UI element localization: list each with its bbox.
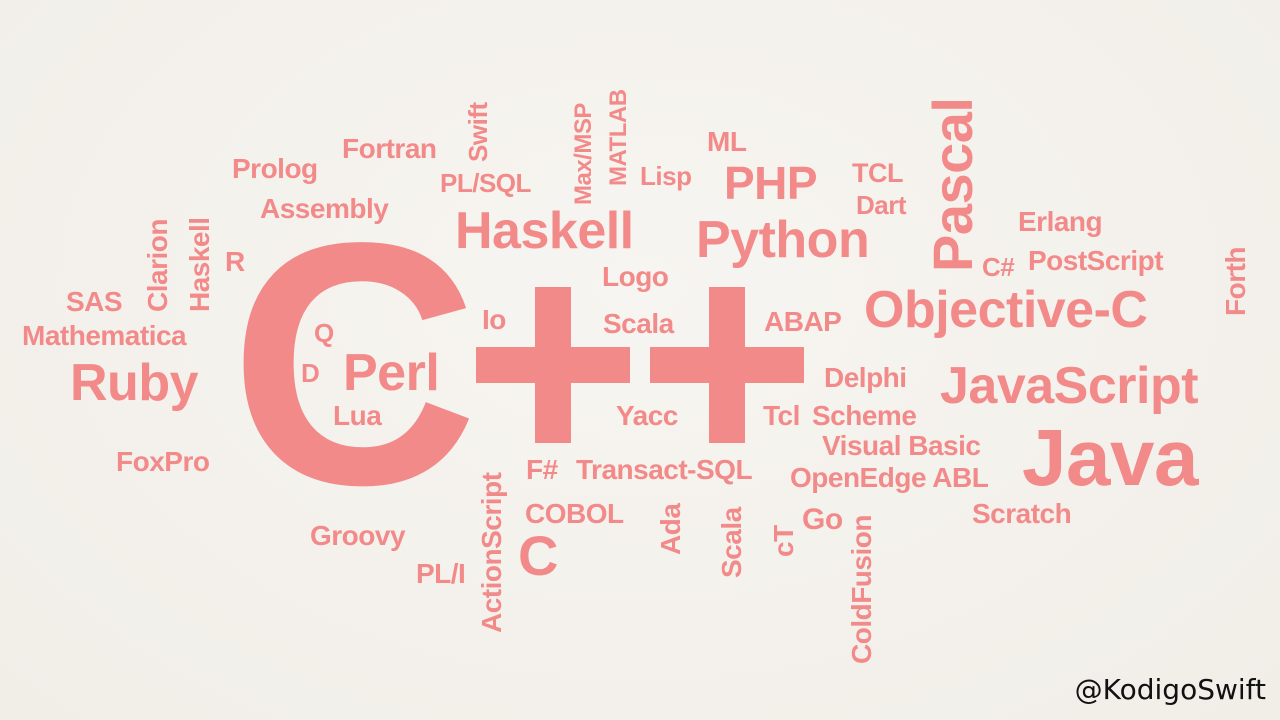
word-dart: Dart bbox=[856, 190, 907, 220]
word-scala-rotated: Scala bbox=[716, 507, 747, 578]
word-ml: ML bbox=[707, 126, 747, 157]
word-scratch: Scratch bbox=[972, 498, 1072, 529]
word-mathematica: Mathematica bbox=[22, 320, 187, 351]
word-tcl-lower: Tcl bbox=[763, 400, 800, 431]
word-transact-sql: Transact-SQL bbox=[576, 454, 753, 485]
word-javascript: JavaScript bbox=[940, 357, 1199, 415]
word-assembly: Assembly bbox=[260, 193, 389, 224]
word-delphi: Delphi bbox=[824, 362, 907, 393]
word-clarion: Clarion bbox=[142, 219, 173, 312]
word-ct: cT bbox=[768, 525, 799, 557]
cpp-plus-1-horizontal bbox=[476, 347, 630, 383]
word-foxpro: FoxPro bbox=[116, 446, 210, 477]
watermark-handle: @KodigoSwift bbox=[1074, 673, 1266, 706]
word-erlang: Erlang bbox=[1018, 206, 1103, 237]
word-perl: Perl bbox=[343, 344, 440, 402]
word-haskell-large: Haskell bbox=[455, 202, 634, 260]
word-java: Java bbox=[1022, 413, 1198, 502]
word-abap: ABAP bbox=[764, 306, 842, 337]
cpp-plus-2-horizontal bbox=[650, 347, 804, 383]
word-matlab: MATLAB bbox=[605, 89, 632, 186]
word-groovy: Groovy bbox=[310, 520, 406, 551]
word-io: Io bbox=[482, 304, 506, 335]
word-csharp: C# bbox=[982, 252, 1015, 282]
word-python: Python bbox=[696, 211, 870, 269]
word-cobol: COBOL bbox=[525, 498, 624, 529]
word-lua: Lua bbox=[333, 400, 382, 431]
word-q: Q bbox=[314, 318, 334, 348]
word-r: R bbox=[225, 246, 245, 277]
word-fsharp: F# bbox=[526, 454, 558, 485]
word-scala-middle: Scala bbox=[603, 308, 674, 339]
cpp-big-c-letter: C bbox=[229, 233, 474, 493]
word-fortran: Fortran bbox=[342, 133, 437, 164]
word-scheme: Scheme bbox=[812, 400, 917, 431]
word-visual-basic: Visual Basic bbox=[822, 430, 981, 461]
word-sas: SAS bbox=[66, 286, 123, 317]
word-pl-i: PL/I bbox=[416, 558, 466, 589]
word-prolog: Prolog bbox=[232, 153, 318, 184]
word-pascal: Pascal bbox=[921, 97, 984, 273]
word-openedge-abl: OpenEdge ABL bbox=[790, 462, 989, 493]
word-coldfusion: ColdFusion bbox=[846, 515, 877, 664]
word-tcl-upper: TCL bbox=[852, 158, 903, 188]
word-pl-sql: PL/SQL bbox=[440, 168, 531, 198]
word-postscript: PostScript bbox=[1028, 245, 1164, 276]
word-objective-c: Objective-C bbox=[864, 281, 1148, 339]
word-yacc: Yacc bbox=[616, 400, 678, 431]
word-forth: Forth bbox=[1220, 246, 1251, 316]
word-logo: Logo bbox=[602, 261, 669, 292]
word-php: PHP bbox=[724, 157, 818, 209]
word-d: D bbox=[301, 358, 320, 388]
word-lisp: Lisp bbox=[640, 161, 692, 191]
word-actionscript: ActionScript bbox=[476, 472, 507, 633]
word-c: C bbox=[518, 524, 558, 587]
word-go: Go bbox=[802, 503, 843, 536]
word-haskell-small: Haskell bbox=[184, 217, 215, 312]
word-ada: Ada bbox=[655, 503, 686, 555]
word-swift: Swift bbox=[463, 102, 493, 162]
word-ruby: Ruby bbox=[70, 354, 199, 412]
cpp-big-c: C bbox=[229, 233, 478, 493]
word-max-msp: Max/MSP bbox=[570, 103, 597, 205]
